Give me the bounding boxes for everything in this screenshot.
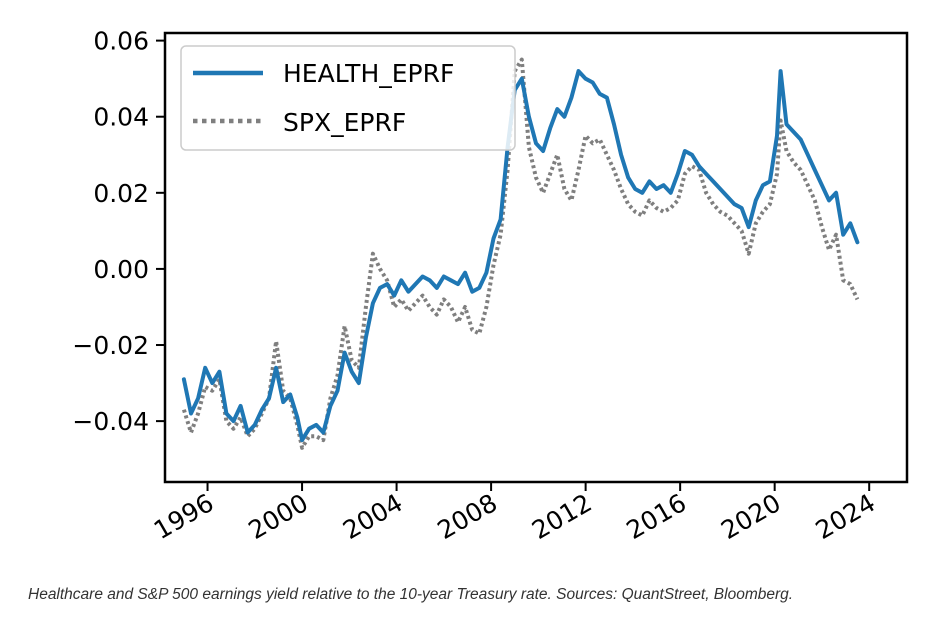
chart: 1996 2000 2004 2008 2012 2016 2020 2024 −0.04−0… xyxy=(72,27,909,545)
legend: HEALTH_EPRF SPX_EPRF xyxy=(180,45,516,151)
x-tick-label: 2020 xyxy=(716,488,786,545)
legend-label-spx: SPX_EPRF xyxy=(283,108,406,137)
series-layer xyxy=(181,57,860,450)
series-line-health-eprf xyxy=(181,69,860,443)
x-tick-label: 2012 xyxy=(527,488,597,545)
y-tick-label: −0.04 xyxy=(72,407,149,436)
legend-label-health: HEALTH_EPRF xyxy=(283,59,454,88)
y-tick-label: 0.00 xyxy=(93,255,149,284)
legend-box xyxy=(180,45,516,151)
y-tick-label: 0.02 xyxy=(93,179,149,208)
plot-frame xyxy=(163,31,909,484)
series-line-spx-eprf xyxy=(181,57,860,450)
y-tick-label: 0.06 xyxy=(93,27,149,56)
x-tick-label: 2004 xyxy=(338,488,408,545)
x-axis: 1996 2000 2004 2008 2012 2016 2020 2024 xyxy=(149,482,880,545)
x-tick-label: 2016 xyxy=(622,488,692,545)
y-tick-label: 0.04 xyxy=(93,103,149,132)
x-tick-label: 1996 xyxy=(149,488,219,545)
y-axis: −0.04 −0.02 0.00 0.02 0.04 0.06 xyxy=(72,27,165,436)
x-tick-label: 2024 xyxy=(811,488,881,545)
x-tick-label: 2008 xyxy=(433,488,503,545)
x-tick-label: 2000 xyxy=(243,488,313,545)
y-tick-label: −0.02 xyxy=(72,331,149,360)
figure-caption: Healthcare and S&P 500 earnings yield re… xyxy=(28,586,794,603)
